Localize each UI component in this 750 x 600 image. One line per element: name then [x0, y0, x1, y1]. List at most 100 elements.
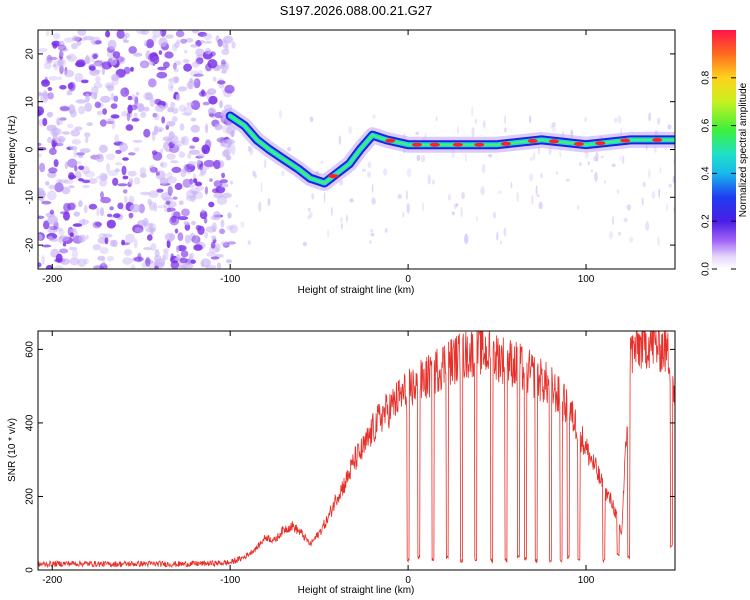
noise-blob: [164, 232, 176, 242]
colorbar-tick-label: 0.8: [701, 70, 712, 84]
noise-blob: [77, 258, 87, 268]
noise-blob: [118, 56, 126, 65]
noise-blob: [200, 89, 205, 97]
noise-blob: [147, 222, 154, 229]
noise-blob: [110, 114, 120, 119]
colorbar-ticks: 0.0 0.2 0.4 0.6 0.8: [701, 70, 736, 276]
noise-blob: [189, 149, 200, 155]
noise-blob: [140, 111, 147, 118]
noise-blob: [165, 124, 170, 130]
noise-blob: [258, 201, 262, 212]
noise-blob: [99, 172, 108, 182]
noise-blob: [287, 147, 292, 152]
noise-blob: [41, 79, 49, 85]
noise-blob: [133, 256, 144, 262]
noise-blob: [168, 78, 173, 83]
noise-blob: [604, 180, 606, 184]
noise-blob: [83, 258, 89, 265]
noise-blob: [642, 181, 646, 188]
noise-blob: [74, 126, 83, 131]
noise-blob: [61, 131, 71, 135]
noise-blob: [52, 32, 61, 40]
noise-blob: [107, 39, 117, 50]
noise-blob: [63, 179, 74, 185]
noise-blob: [63, 202, 71, 212]
noise-blob: [623, 217, 628, 223]
noise-blob: [74, 165, 78, 172]
noise-blob: [622, 155, 625, 165]
signal-peak: [429, 142, 440, 147]
noise-blob: [170, 253, 174, 261]
noise-blob: [167, 82, 174, 92]
noise-blob: [668, 183, 672, 188]
noise-blob: [161, 116, 166, 124]
noise-blob: [107, 255, 114, 262]
noise-blob: [113, 95, 119, 102]
noise-blob: [204, 167, 210, 170]
noise-blob: [600, 155, 605, 159]
noise-blob: [176, 253, 181, 260]
noise-blob: [61, 186, 71, 195]
noise-blob: [666, 203, 668, 212]
noise-blob: [166, 172, 173, 180]
noise-blob: [139, 60, 150, 69]
noise-blob: [138, 203, 145, 214]
noise-blob: [130, 66, 134, 72]
noise-blob: [372, 114, 376, 120]
noise-blob: [182, 135, 189, 146]
noise-blob: [229, 224, 238, 234]
noise-blob: [143, 128, 151, 138]
noise-blob: [667, 124, 672, 130]
noise-blob: [128, 152, 136, 156]
noise-blob: [279, 109, 282, 119]
noise-blob: [38, 215, 45, 219]
noise-blob: [204, 186, 208, 195]
noise-blob: [474, 118, 477, 124]
noise-blob: [264, 159, 267, 169]
noise-blob: [45, 181, 50, 186]
snr-frame: [37, 330, 676, 571]
noise-blob: [63, 211, 70, 221]
noise-blob: [47, 228, 58, 234]
noise-blob: [46, 54, 53, 63]
noise-blob: [658, 187, 661, 199]
noise-blob: [65, 55, 72, 60]
noise-blob: [528, 173, 534, 182]
noise-blob: [152, 113, 158, 118]
noise-blob: [99, 207, 105, 217]
colorbar: 0.0 0.2 0.4 0.6 0.8 Normalized spectral ampl…: [701, 30, 749, 276]
colorbar-tick-label: 0.4: [701, 166, 712, 180]
noise-blob: [68, 229, 77, 233]
noise-blob: [384, 228, 388, 233]
noise-blob: [131, 118, 140, 122]
noise-blob: [179, 123, 185, 131]
noise-blob: [162, 248, 169, 254]
noise-blob: [516, 191, 520, 203]
y-tick-label: 0: [25, 146, 36, 152]
y-tick-label: 400: [25, 414, 36, 431]
noise-blob: [112, 177, 119, 186]
noise-blob: [53, 265, 64, 269]
noise-blob: [196, 57, 204, 65]
noise-blob: [177, 216, 189, 221]
noise-blob: [159, 105, 165, 110]
noise-blob: [69, 109, 77, 118]
noise-blob: [47, 56, 58, 61]
noise-blob: [149, 228, 154, 236]
noise-blob: [619, 155, 622, 161]
noise-blob: [137, 105, 145, 112]
noise-blob: [46, 111, 54, 118]
noise-blob: [52, 140, 56, 150]
noise-blob: [121, 110, 129, 117]
noise-blob: [48, 167, 58, 174]
noise-blob: [133, 52, 143, 57]
noise-blob: [503, 227, 507, 237]
noise-blob: [166, 239, 171, 249]
noise-blob: [166, 153, 176, 160]
noise-blob: [208, 95, 218, 105]
noise-blob: [41, 244, 52, 248]
noise-blob: [40, 93, 49, 103]
noise-blob: [82, 179, 91, 184]
noise-blob: [137, 252, 142, 261]
noise-blob: [224, 84, 235, 94]
